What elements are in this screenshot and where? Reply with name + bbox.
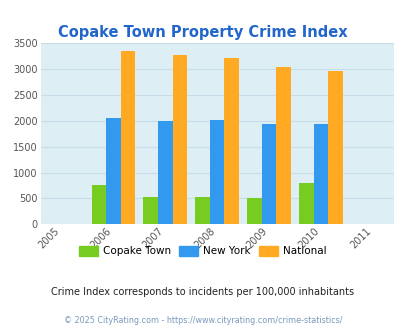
Bar — [209, 120, 224, 224]
Bar — [298, 183, 313, 224]
Bar — [247, 198, 261, 224]
Legend: Copake Town, New York, National: Copake Town, New York, National — [75, 242, 330, 260]
Bar — [224, 58, 239, 224]
Bar — [106, 118, 120, 224]
Bar — [261, 124, 276, 224]
Bar — [143, 197, 158, 224]
Text: Copake Town Property Crime Index: Copake Town Property Crime Index — [58, 25, 347, 41]
Bar — [91, 185, 106, 224]
Bar — [328, 71, 342, 224]
Bar — [120, 51, 135, 224]
Text: © 2025 CityRating.com - https://www.cityrating.com/crime-statistics/: © 2025 CityRating.com - https://www.city… — [64, 316, 341, 325]
Bar — [276, 67, 290, 224]
Bar — [158, 121, 172, 224]
Bar — [313, 124, 328, 224]
Text: Crime Index corresponds to incidents per 100,000 inhabitants: Crime Index corresponds to incidents per… — [51, 287, 354, 297]
Bar — [172, 55, 187, 224]
Bar — [195, 197, 209, 224]
